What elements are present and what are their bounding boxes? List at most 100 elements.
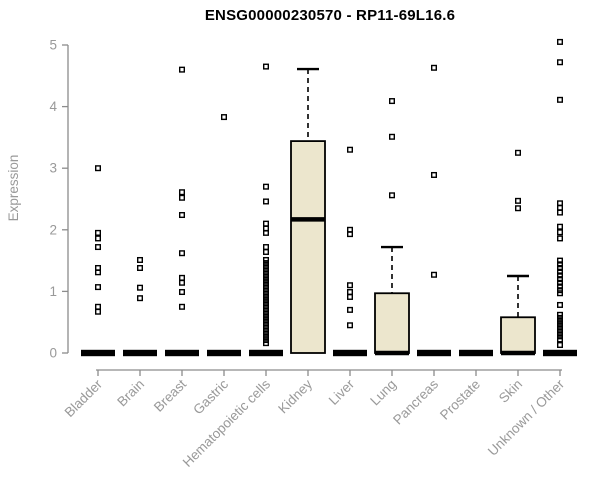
outlier-point (263, 256, 270, 263)
outlier-point (263, 327, 270, 334)
outlier-point (347, 322, 354, 329)
outlier-point (178, 66, 185, 73)
outlier-point (389, 192, 396, 199)
outlier-point (431, 271, 438, 278)
outlier-point (94, 229, 101, 236)
outlier-point (557, 59, 564, 66)
outlier-point (263, 272, 270, 279)
outlier-point (263, 309, 270, 316)
y-axis-tick-label: 3 (49, 161, 57, 176)
outlier-point (178, 289, 185, 296)
x-axis-label: Bladder (62, 376, 106, 420)
outlier-point (263, 333, 270, 340)
outlier-point (515, 205, 522, 212)
outlier-point (557, 311, 564, 318)
outlier-point (263, 293, 270, 300)
outlier-point (431, 171, 438, 178)
outlier-point (557, 235, 564, 242)
collapsed-box (81, 349, 115, 357)
outlier-point (263, 287, 270, 294)
outlier-point (263, 266, 270, 273)
outlier-point (347, 146, 354, 153)
x-axis-label: Pancreas (390, 376, 441, 427)
outlier-point (136, 264, 143, 271)
outlier-point (263, 263, 270, 270)
box (500, 316, 536, 354)
collapsed-box (417, 349, 451, 357)
outlier-point (220, 114, 227, 121)
outlier-point (557, 96, 564, 103)
outlier-point (263, 337, 270, 344)
y-axis-tick-label: 5 (49, 38, 57, 53)
outlier-point (347, 282, 354, 289)
outlier-point (389, 98, 396, 105)
y-axis-tick-label: 4 (49, 99, 57, 114)
outlier-point (263, 340, 270, 347)
box (374, 292, 410, 354)
outlier-point (557, 341, 564, 348)
outlier-point (263, 275, 270, 282)
outlier-point (178, 274, 185, 281)
outlier-point (263, 312, 270, 319)
y-axis-tick-label: 2 (49, 222, 57, 237)
outlier-point (263, 315, 270, 322)
x-axis-label: Liver (326, 376, 358, 408)
outlier-point (557, 38, 564, 45)
outlier-point (557, 314, 564, 321)
collapsed-box (165, 349, 199, 357)
outlier-point (263, 281, 270, 288)
box (290, 140, 326, 354)
outlier-point (178, 250, 185, 257)
outlier-point (347, 293, 354, 300)
outlier-point (263, 244, 270, 251)
x-axis-label: Prostate (437, 377, 483, 423)
outlier-point (263, 290, 270, 297)
outlier-point (431, 64, 438, 71)
outlier-point (347, 289, 354, 296)
outlier-point (263, 306, 270, 313)
outlier-point (94, 284, 101, 291)
chart-title: ENSG00000230570 - RP11-69L16.6 (204, 7, 456, 24)
outlier-point (263, 260, 270, 267)
outlier-point (557, 301, 564, 308)
outlier-point (178, 212, 185, 219)
collapsed-box (249, 349, 283, 357)
outlier-point (515, 149, 522, 156)
outlier-point (263, 324, 270, 331)
outlier-point (136, 295, 143, 302)
outlier-point (347, 231, 354, 238)
outlier-point (557, 324, 564, 331)
outlier-point (263, 248, 270, 255)
outlier-point (263, 183, 270, 190)
outlier-point (136, 256, 143, 263)
outlier-point (263, 198, 270, 205)
outlier-point (557, 261, 564, 268)
x-axis-label: Unknown / Other (485, 376, 568, 459)
outlier-point (263, 318, 270, 325)
outlier-point (263, 229, 270, 236)
outlier-point (263, 300, 270, 307)
outlier-point (178, 189, 185, 196)
collapsed-box (459, 349, 493, 357)
outlier-point (557, 264, 564, 271)
x-axis-label: Skin (496, 377, 525, 406)
outlier-point (263, 321, 270, 328)
outlier-point (94, 269, 101, 276)
outlier-point (557, 268, 564, 275)
outlier-point (94, 165, 101, 172)
outlier-point (94, 303, 101, 310)
outlier-point (557, 287, 564, 294)
outlier-point (263, 63, 270, 70)
x-axis-label: Kidney (275, 376, 315, 416)
outlier-point (263, 330, 270, 337)
outlier-point (557, 276, 564, 283)
outlier-point (136, 284, 143, 291)
outlier-point (263, 269, 270, 276)
outlier-point (557, 290, 564, 297)
outlier-point (263, 284, 270, 291)
outlier-point (557, 283, 564, 290)
outlier-point (557, 272, 564, 279)
x-axis-label: Gastric (190, 376, 231, 417)
